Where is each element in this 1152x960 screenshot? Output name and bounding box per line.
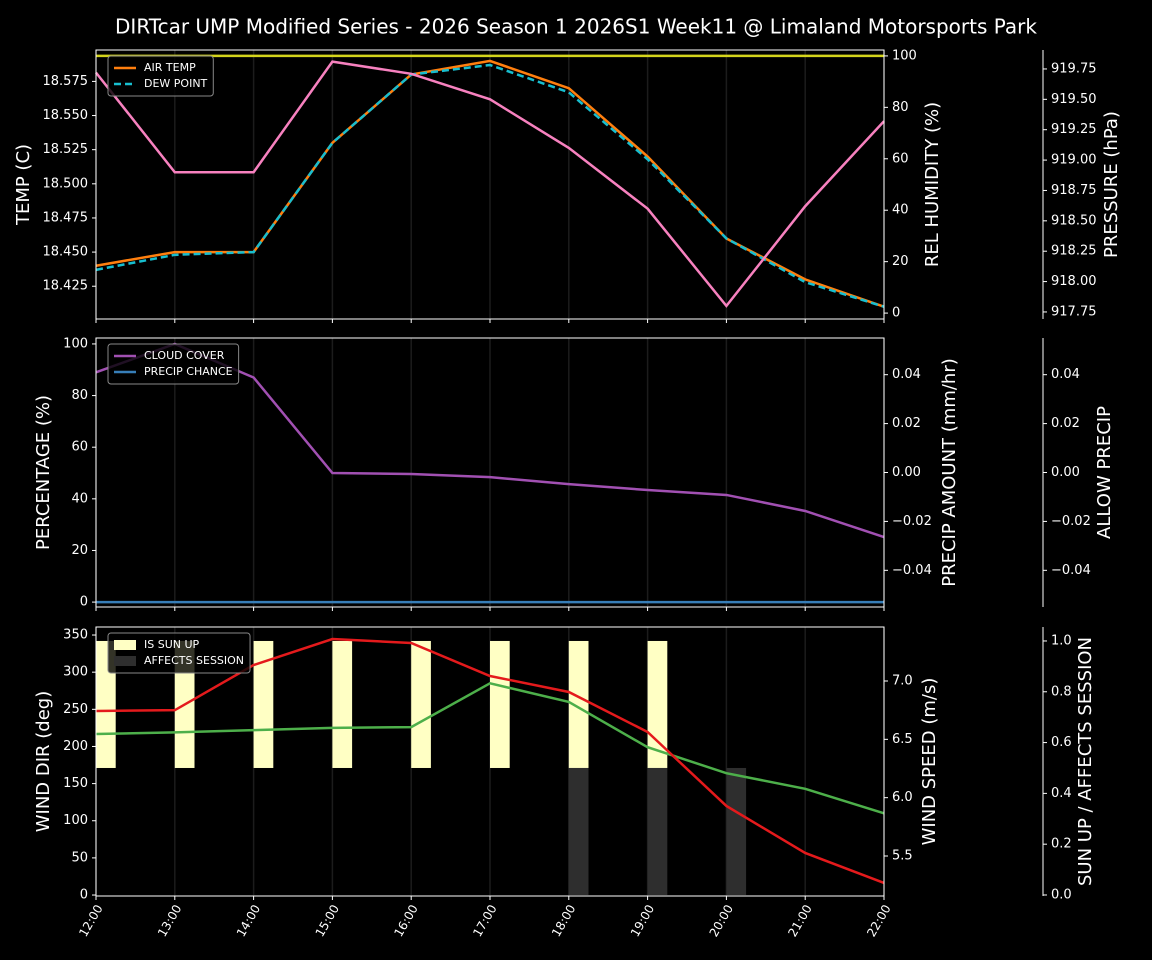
bar bbox=[490, 640, 510, 768]
line-series bbox=[95, 637, 885, 885]
y-tick-label: 18.525 bbox=[43, 142, 89, 157]
y3-tick-label: 1.0 bbox=[1051, 633, 1072, 648]
y3-tick-label: 919.25 bbox=[1051, 122, 1097, 137]
legend: AIR TEMP DEW POINT bbox=[107, 55, 214, 97]
y3-tick-label: 0.6 bbox=[1051, 735, 1072, 750]
y-tick-label: 80 bbox=[71, 388, 88, 403]
y2-tick-label: 0 bbox=[892, 306, 900, 321]
bar bbox=[726, 767, 747, 895]
y2-tick-label: 40 bbox=[892, 203, 909, 218]
y3-tick-label: 918.75 bbox=[1051, 183, 1097, 198]
y-tick-label: 0 bbox=[80, 595, 88, 610]
bar bbox=[332, 640, 353, 768]
legend-swatch bbox=[114, 656, 136, 666]
y-axis-label: PERCENTAGE (%) bbox=[33, 395, 54, 550]
y3-tick-label: 0.02 bbox=[1051, 416, 1080, 431]
bar bbox=[253, 640, 274, 768]
legend-label: IS SUN UP bbox=[144, 638, 200, 651]
bar bbox=[568, 640, 589, 768]
y3-tick-label: 0.8 bbox=[1051, 684, 1072, 699]
y3-tick-label: −0.02 bbox=[1051, 514, 1091, 529]
y-tick-label: 100 bbox=[63, 813, 88, 828]
y3-axis-label: ALLOW PRECIP bbox=[1094, 406, 1115, 539]
y-tick-label: 18.575 bbox=[43, 74, 89, 89]
y-tick-label: 100 bbox=[63, 336, 88, 351]
y3-tick-label: 0.2 bbox=[1051, 837, 1072, 852]
y-tick-label: 18.500 bbox=[43, 176, 89, 191]
y2-axis-label: WIND SPEED (m/s) bbox=[919, 678, 940, 846]
legend: IS SUN UP AFFECTS SESSION bbox=[107, 632, 251, 674]
y3-tick-label: 0.4 bbox=[1051, 786, 1072, 801]
y-tick-label: 60 bbox=[71, 440, 88, 455]
y3-tick-label: −0.04 bbox=[1051, 563, 1091, 578]
y2-tick-label: 100 bbox=[892, 48, 917, 63]
y-tick-label: 200 bbox=[63, 739, 88, 754]
y2-axis-label: REL HUMIDITY (%) bbox=[922, 102, 943, 267]
bar bbox=[411, 640, 431, 768]
chart-title: DIRTcar UMP Modified Series - 2026 Seaso… bbox=[115, 15, 1037, 39]
y-tick-label: 18.450 bbox=[43, 245, 89, 260]
legend-label: DEW POINT bbox=[144, 77, 208, 90]
y2-tick-label: 6.0 bbox=[892, 790, 913, 805]
legend-label: PRECIP CHANCE bbox=[144, 365, 233, 378]
legend-box bbox=[107, 343, 240, 385]
y-tick-label: 300 bbox=[63, 665, 88, 680]
y2-tick-label: 7.0 bbox=[892, 674, 913, 689]
y-axis-label: WIND DIR (deg) bbox=[33, 691, 54, 833]
bar bbox=[647, 767, 668, 895]
y-tick-label: 150 bbox=[63, 776, 88, 791]
y3-tick-label: 918.25 bbox=[1051, 244, 1097, 259]
y2-axis-label: PRECIP AMOUNT (mm/hr) bbox=[939, 358, 960, 587]
y3-axis-label: SUN UP / AFFECTS SESSION bbox=[1075, 637, 1096, 886]
y3-tick-label: 919.75 bbox=[1051, 61, 1097, 76]
line-series bbox=[95, 60, 885, 308]
line-series bbox=[95, 681, 885, 815]
y-tick-label: 18.475 bbox=[43, 210, 89, 225]
legend-swatch bbox=[114, 640, 136, 650]
y2-tick-label: −0.04 bbox=[892, 563, 932, 578]
y3-tick-label: 917.75 bbox=[1051, 304, 1097, 319]
y-tick-label: 250 bbox=[63, 702, 88, 717]
y2-tick-label: 6.5 bbox=[892, 732, 913, 747]
legend-label: CLOUD COVER bbox=[144, 349, 225, 362]
y-tick-label: 50 bbox=[71, 850, 88, 865]
y2-tick-label: 5.5 bbox=[892, 848, 913, 863]
y3-tick-label: 918.50 bbox=[1051, 213, 1097, 228]
y2-tick-label: 60 bbox=[892, 151, 909, 166]
y3-tick-label: 919.50 bbox=[1051, 92, 1097, 107]
line-series bbox=[95, 63, 885, 308]
y-tick-label: 18.550 bbox=[43, 108, 89, 123]
y3-tick-label: 0.0 bbox=[1051, 887, 1072, 902]
legend-box bbox=[107, 632, 251, 674]
bar bbox=[568, 767, 589, 895]
y-axis-label: TEMP (C) bbox=[13, 144, 34, 226]
y3-tick-label: 0.04 bbox=[1051, 367, 1080, 382]
y2-tick-label: 80 bbox=[892, 100, 909, 115]
y-tick-label: 18.425 bbox=[43, 279, 89, 294]
y-tick-label: 20 bbox=[71, 543, 88, 558]
y3-axis-label: PRESSURE (hPa) bbox=[1101, 111, 1122, 258]
legend-label: AFFECTS SESSION bbox=[144, 654, 244, 667]
y2-tick-label: 0.02 bbox=[892, 416, 921, 431]
legend-label: AIR TEMP bbox=[144, 61, 196, 74]
y-tick-label: 40 bbox=[71, 491, 88, 506]
y3-tick-label: 0.00 bbox=[1051, 465, 1080, 480]
y3-tick-label: 919.00 bbox=[1051, 153, 1097, 168]
y-tick-label: 0 bbox=[80, 888, 88, 903]
y3-tick-label: 918.00 bbox=[1051, 274, 1097, 289]
legend-box bbox=[107, 55, 214, 97]
y2-tick-label: 0.04 bbox=[892, 367, 921, 382]
legend: CLOUD COVER PRECIP CHANCE bbox=[107, 343, 240, 385]
y-tick-label: 350 bbox=[63, 628, 88, 643]
y2-tick-label: 20 bbox=[892, 254, 909, 269]
y2-tick-label: 0.00 bbox=[892, 465, 921, 480]
y2-tick-label: −0.02 bbox=[892, 514, 932, 529]
